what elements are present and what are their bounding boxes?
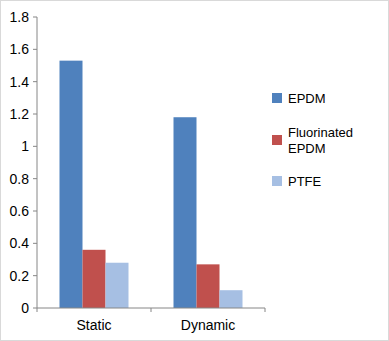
y-tick [33, 211, 37, 212]
y-tick-label: 1.8 [10, 9, 30, 25]
y-tick [33, 81, 37, 82]
y-tick [33, 49, 37, 50]
bar [174, 117, 197, 308]
chart: 0 0.2 0.4 0.6 0.8 1 1.2 1.4 1.6 1.8 Static Dynamic E… [0, 0, 389, 341]
y-tick [33, 178, 37, 179]
legend-label: PTFE [288, 174, 322, 189]
x-tick [265, 308, 266, 312]
y-tick-label: 0.4 [10, 235, 30, 251]
y-tick-label: 0.6 [10, 203, 30, 219]
y-tick-label: 0 [21, 300, 29, 316]
y-tick [33, 275, 37, 276]
chart-container: 0 0.2 0.4 0.6 0.8 1 1.2 1.4 1.6 1.8 Static Dynamic E… [0, 0, 389, 341]
y-tick [33, 114, 37, 115]
y-tick-label: 1.6 [10, 41, 30, 57]
legend-swatch [272, 93, 282, 103]
bar [106, 263, 129, 308]
legend-label: FluorinatedEPDM [288, 125, 353, 156]
y-tick-label: 0.2 [10, 268, 30, 284]
bar [197, 264, 220, 308]
bar [83, 250, 106, 308]
bar [220, 290, 243, 308]
y-tick [33, 308, 37, 309]
x-tick-label: Static [76, 317, 111, 333]
y-tick-label: 0.8 [10, 171, 30, 187]
y-tick [33, 146, 37, 147]
y-axis-line [37, 17, 38, 308]
legend-swatch [272, 135, 282, 145]
legend-swatch [272, 176, 282, 186]
y-tick-label: 1.4 [10, 74, 30, 90]
y-tick-label: 1 [21, 138, 29, 154]
legend-label: EPDM [288, 91, 326, 106]
x-tick [37, 308, 38, 312]
chart-border [1, 1, 389, 341]
y-tick [33, 243, 37, 244]
y-tick [33, 17, 37, 18]
x-tick-label: Dynamic [181, 317, 235, 333]
y-tick-label: 1.2 [10, 106, 30, 122]
x-tick [151, 308, 152, 312]
bar [60, 61, 83, 308]
bars [60, 61, 243, 308]
